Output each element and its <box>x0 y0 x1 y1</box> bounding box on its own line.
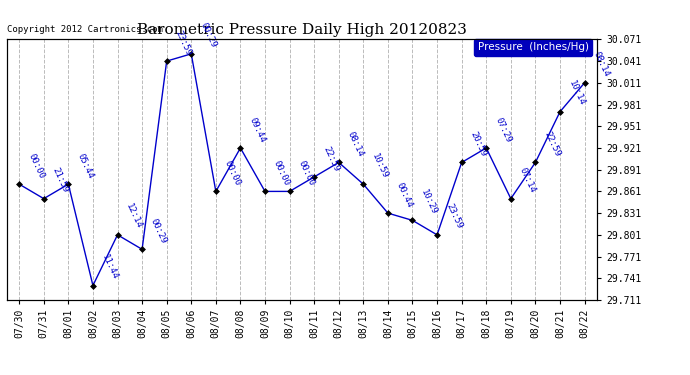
Pressure  (Inches/Hg) <box>89 283 97 288</box>
Text: 22:59: 22:59 <box>321 145 341 173</box>
Text: 10:14: 10:14 <box>567 80 586 108</box>
Pressure  (Inches/Hg) <box>457 160 466 165</box>
Text: Copyright 2012 Cartronics.com: Copyright 2012 Cartronics.com <box>7 25 163 34</box>
Pressure  (Inches/Hg) <box>212 189 220 194</box>
Text: 23:59: 23:59 <box>174 29 193 57</box>
Pressure  (Inches/Hg) <box>433 232 441 237</box>
Text: 00:00: 00:00 <box>297 159 316 187</box>
Text: 08:14: 08:14 <box>346 130 365 158</box>
Title: Barometric Pressure Daily High 20120823: Barometric Pressure Daily High 20120823 <box>137 23 467 37</box>
Pressure  (Inches/Hg) <box>113 232 121 237</box>
Text: 00:00: 00:00 <box>272 159 291 187</box>
Pressure  (Inches/Hg) <box>359 182 368 186</box>
Pressure  (Inches/Hg) <box>163 59 171 63</box>
Pressure  (Inches/Hg) <box>187 52 195 56</box>
Text: 07:29: 07:29 <box>493 116 513 144</box>
Pressure  (Inches/Hg) <box>15 182 23 186</box>
Pressure  (Inches/Hg) <box>236 146 244 150</box>
Pressure  (Inches/Hg) <box>310 175 318 179</box>
Text: 09:44: 09:44 <box>248 116 267 144</box>
Text: 08:14: 08:14 <box>591 51 611 79</box>
Legend: Pressure  (Inches/Hg): Pressure (Inches/Hg) <box>475 39 591 56</box>
Pressure  (Inches/Hg) <box>39 196 48 201</box>
Pressure  (Inches/Hg) <box>64 182 72 186</box>
Pressure  (Inches/Hg) <box>506 196 515 201</box>
Pressure  (Inches/Hg) <box>408 218 417 223</box>
Text: 00:00: 00:00 <box>223 159 242 187</box>
Pressure  (Inches/Hg) <box>580 81 589 85</box>
Pressure  (Inches/Hg) <box>286 189 294 194</box>
Text: 00:29: 00:29 <box>198 21 218 50</box>
Pressure  (Inches/Hg) <box>138 247 146 252</box>
Line: Pressure  (Inches/Hg): Pressure (Inches/Hg) <box>17 52 586 288</box>
Pressure  (Inches/Hg) <box>556 110 564 114</box>
Pressure  (Inches/Hg) <box>531 160 540 165</box>
Text: 00:29: 00:29 <box>149 217 168 245</box>
Pressure  (Inches/Hg) <box>482 146 491 150</box>
Text: 23:59: 23:59 <box>444 202 464 231</box>
Text: 20:59: 20:59 <box>469 130 488 158</box>
Text: 22:59: 22:59 <box>542 130 562 158</box>
Pressure  (Inches/Hg) <box>384 211 392 215</box>
Pressure  (Inches/Hg) <box>335 160 343 165</box>
Text: 11:44: 11:44 <box>100 253 119 281</box>
Text: 10:59: 10:59 <box>371 152 390 180</box>
Text: 07:14: 07:14 <box>518 166 538 195</box>
Text: 00:44: 00:44 <box>395 181 415 209</box>
Text: 00:00: 00:00 <box>26 152 46 180</box>
Text: 10:29: 10:29 <box>420 188 439 216</box>
Text: 21:59: 21:59 <box>51 166 70 195</box>
Text: 12:14: 12:14 <box>124 202 144 231</box>
Pressure  (Inches/Hg) <box>261 189 269 194</box>
Text: 05:44: 05:44 <box>75 152 95 180</box>
